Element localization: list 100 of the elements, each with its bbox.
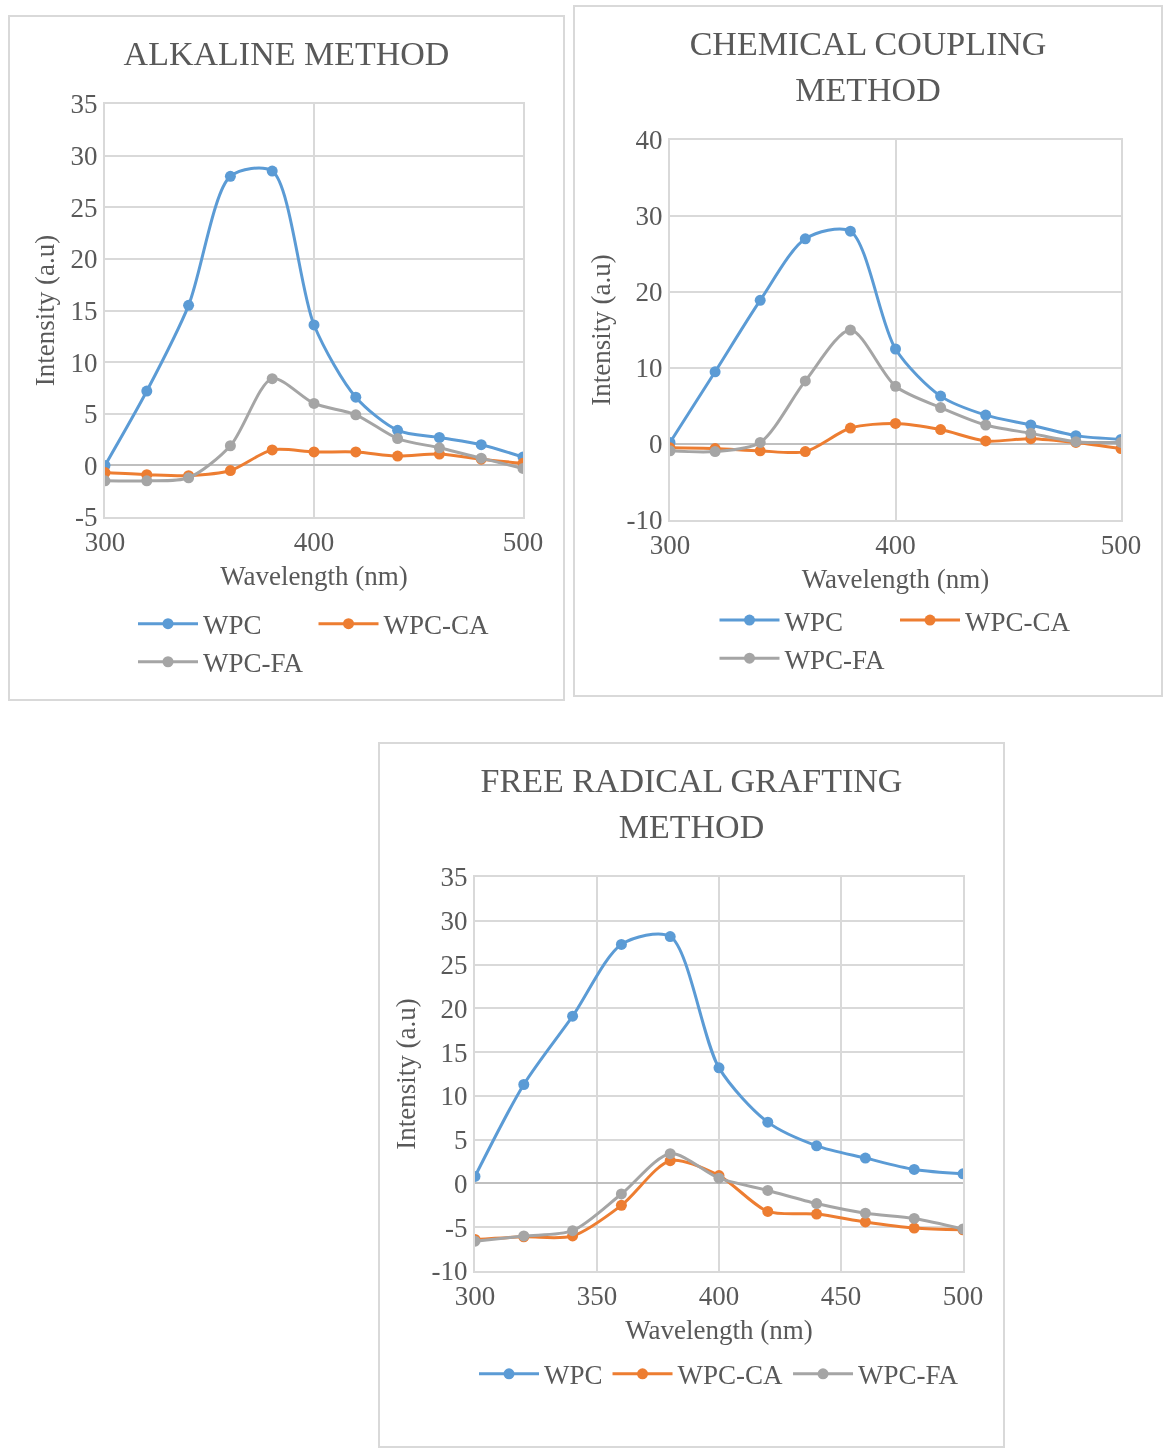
point — [141, 385, 153, 397]
x-tick-label: 500 — [942, 1281, 984, 1312]
point — [615, 1188, 627, 1200]
x-tick-label: 400 — [875, 530, 916, 561]
x-tick-label: 500 — [1100, 530, 1142, 561]
point — [908, 1212, 920, 1224]
y-tick-label: 25 — [440, 950, 468, 981]
point — [183, 299, 195, 311]
point — [935, 424, 947, 436]
point — [266, 444, 278, 456]
point — [308, 319, 320, 331]
point — [935, 390, 947, 402]
point — [266, 373, 278, 385]
point — [811, 1208, 823, 1220]
point — [224, 440, 236, 452]
point — [890, 380, 901, 392]
point — [266, 165, 278, 177]
point — [799, 375, 811, 387]
y-tick-label: 10 — [635, 353, 663, 384]
legend-label: WPC-CA — [677, 1360, 784, 1391]
point — [350, 446, 362, 458]
legend-label: WPC-FA — [858, 1360, 959, 1391]
point — [567, 1010, 579, 1022]
legend-label: WPC-CA — [383, 610, 490, 641]
point — [762, 1184, 774, 1196]
x-axis-title: Wavelength (nm) — [801, 564, 990, 595]
point — [350, 409, 362, 421]
chart-title: CHEMICAL COUPLING METHOD — [688, 24, 1048, 110]
point — [518, 1079, 530, 1091]
point — [433, 432, 445, 443]
point — [799, 446, 811, 458]
point — [1025, 427, 1037, 439]
legend-label: WPC-FA — [784, 644, 886, 675]
legend-label: WPC — [784, 606, 844, 637]
y-tick-label: 35 — [70, 89, 98, 120]
x-tick-label: 450 — [820, 1281, 862, 1312]
point — [908, 1222, 920, 1234]
point — [615, 1199, 627, 1211]
point — [980, 409, 992, 421]
point — [392, 433, 404, 445]
point — [762, 1205, 774, 1217]
point — [709, 366, 721, 378]
chart-title: ALKALINE METHOD — [122, 34, 451, 74]
legend-label: WPC — [203, 610, 262, 641]
point — [615, 938, 627, 950]
y-tick-label: 30 — [635, 201, 663, 232]
point — [713, 1062, 725, 1074]
point — [844, 324, 856, 336]
point — [475, 439, 487, 451]
point — [350, 391, 362, 403]
point — [908, 1163, 920, 1175]
point — [308, 446, 320, 458]
y-axis-title: Intensity (a.u) — [586, 254, 617, 406]
y-axis-title: Intensity (a.u) — [391, 998, 422, 1150]
y-tick-label: 10 — [70, 347, 98, 378]
point — [980, 419, 992, 431]
point — [224, 465, 236, 477]
point — [890, 343, 901, 355]
legend-label: WPC — [544, 1360, 603, 1391]
y-tick-label: 5 — [84, 399, 98, 430]
point — [392, 450, 404, 462]
point — [811, 1140, 823, 1152]
point — [811, 1198, 823, 1210]
y-tick-label: 20 — [70, 244, 98, 275]
point — [754, 436, 766, 448]
point — [844, 225, 856, 237]
y-axis-title: Intensity (a.u) — [30, 234, 61, 387]
y-tick-label: 0 — [454, 1168, 468, 1199]
y-tick-label: 5 — [454, 1125, 468, 1156]
y-tick-label: 25 — [70, 192, 98, 223]
point — [664, 931, 676, 943]
y-tick-label: 10 — [440, 1081, 468, 1112]
point — [754, 294, 766, 306]
legend-label: WPC-FA — [203, 648, 304, 679]
x-tick-label: 500 — [502, 527, 544, 558]
legend-label: WPC-CA — [965, 606, 1071, 637]
x-axis-title: Wavelength (nm) — [625, 1315, 813, 1346]
x-tick-label: 350 — [576, 1281, 618, 1312]
point — [224, 170, 236, 182]
point — [308, 397, 320, 409]
x-axis-title: Wavelength (nm) — [220, 561, 408, 592]
y-tick-label: 0 — [84, 450, 98, 481]
point — [664, 1148, 676, 1160]
point — [980, 435, 992, 447]
point — [762, 1116, 774, 1128]
point — [844, 422, 856, 434]
y-tick-label: 30 — [70, 141, 98, 172]
y-tick-label: 0 — [649, 429, 663, 460]
y-tick-label: 30 — [440, 906, 468, 937]
y-tick-label: 15 — [440, 1037, 468, 1068]
point — [567, 1225, 579, 1237]
point — [859, 1152, 871, 1164]
point — [799, 233, 811, 245]
point — [141, 475, 153, 487]
point — [890, 417, 901, 429]
x-tick-label: 400 — [293, 527, 335, 558]
y-tick-label: 20 — [440, 993, 468, 1024]
x-tick-label: 400 — [698, 1281, 740, 1312]
y-tick-label: 20 — [635, 277, 663, 308]
y-tick-label: 35 — [440, 862, 468, 893]
